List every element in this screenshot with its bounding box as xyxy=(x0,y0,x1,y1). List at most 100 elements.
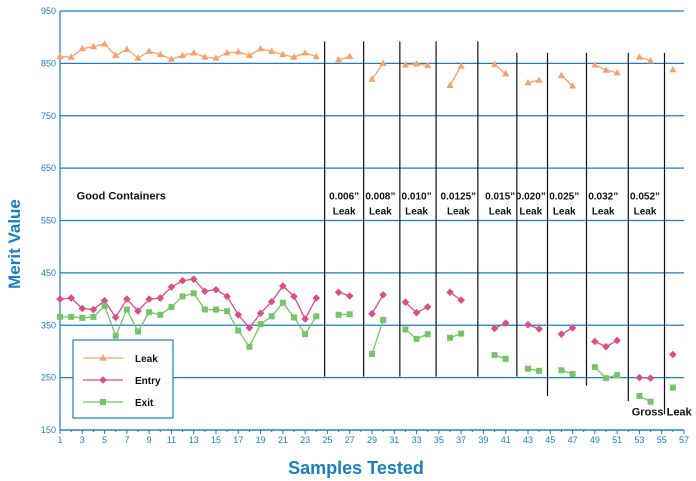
x-tick-label: 15 xyxy=(211,435,221,445)
data-point-entry xyxy=(212,285,220,294)
leak-size-label: 0.025” xyxy=(549,192,579,203)
data-point-leak xyxy=(123,45,131,52)
data-point-entry xyxy=(490,324,499,333)
data-point-leak xyxy=(602,66,610,73)
data-point-leak xyxy=(279,50,287,58)
data-point-exit xyxy=(369,351,375,358)
data-point-leak xyxy=(67,53,75,60)
x-axis-label: Samples Tested xyxy=(288,458,424,478)
data-point-exit xyxy=(380,317,387,324)
leak-sub-label: Leak xyxy=(369,207,392,218)
group-label: Good Containers xyxy=(77,191,166,203)
x-tick-label: 43 xyxy=(523,435,533,445)
data-point-entry xyxy=(591,337,599,346)
leak-size-label: 0.008” xyxy=(365,192,395,203)
leak-size-label: 0.0125” xyxy=(441,192,477,203)
x-tick-label: 45 xyxy=(545,435,555,445)
data-point-exit xyxy=(201,306,208,313)
data-point-entry xyxy=(78,304,87,313)
leak-size-label: 0.006” xyxy=(329,192,359,203)
legend-marker-exit xyxy=(100,399,106,405)
data-point-leak xyxy=(591,61,599,68)
data-point-exit xyxy=(558,367,565,374)
leak-sub-label: Leak xyxy=(519,207,542,218)
data-point-entry xyxy=(412,308,421,317)
data-point-entry xyxy=(457,296,465,304)
data-point-exit xyxy=(112,332,119,339)
data-point-exit xyxy=(213,306,219,313)
data-point-leak xyxy=(446,81,454,88)
legend-label-exit: Exit xyxy=(135,398,154,409)
data-point-entry xyxy=(245,324,254,332)
data-point-entry xyxy=(602,342,610,351)
series-layer xyxy=(56,40,677,405)
legend-label-entry: Entry xyxy=(135,376,161,387)
data-point-exit xyxy=(190,290,197,297)
x-tick-label: 7 xyxy=(124,435,129,445)
group-annotations: Good Containers 0.006” Leak 0.008” Leak 0.010… xyxy=(77,191,693,419)
data-point-entry xyxy=(301,315,309,323)
data-point-entry xyxy=(189,275,198,283)
data-point-leak xyxy=(457,62,465,69)
y-tick-label: 350 xyxy=(41,320,56,330)
data-point-leak xyxy=(490,60,499,68)
data-point-leak xyxy=(535,76,543,83)
x-tick-label: 21 xyxy=(278,435,288,445)
x-tick-label: 11 xyxy=(167,435,176,445)
data-point-leak xyxy=(78,44,86,52)
series-exit xyxy=(57,290,676,405)
data-point-leak xyxy=(156,50,164,58)
axes xyxy=(59,11,685,434)
data-point-exit xyxy=(669,384,676,391)
series-entry xyxy=(56,275,677,382)
x-tick-label: 3 xyxy=(80,435,85,445)
y-tick-label: 550 xyxy=(41,216,56,226)
data-point-entry xyxy=(524,320,532,329)
x-tick-label: 57 xyxy=(679,435,689,445)
data-point-entry xyxy=(368,309,376,318)
data-point-exit xyxy=(123,306,130,313)
data-point-exit xyxy=(135,328,141,335)
data-point-leak xyxy=(568,82,577,89)
leak-sub-label: Leak xyxy=(553,207,576,218)
data-point-leak xyxy=(646,56,655,64)
data-point-leak xyxy=(201,53,209,60)
y-tick-labels: 150 250 350 450 550 650 750 850 950 xyxy=(41,6,56,435)
data-point-entry xyxy=(223,292,231,301)
x-tick-label: 19 xyxy=(256,435,266,445)
data-point-entry xyxy=(334,288,343,297)
data-point-leak xyxy=(223,49,231,56)
x-tick-label: 31 xyxy=(389,435,399,445)
data-point-leak xyxy=(635,53,644,60)
x-tick-label: 33 xyxy=(412,435,422,445)
data-point-exit xyxy=(57,313,63,320)
data-point-entry xyxy=(312,294,321,302)
data-point-leak xyxy=(368,75,376,82)
data-point-exit xyxy=(335,311,342,318)
data-point-entry xyxy=(279,282,287,290)
data-point-leak xyxy=(56,52,64,60)
x-tick-label: 17 xyxy=(233,435,243,445)
data-point-exit xyxy=(614,372,621,379)
data-point-leak xyxy=(312,52,320,60)
data-point-exit xyxy=(257,321,264,328)
y-tick-label: 650 xyxy=(41,163,56,173)
y-tick-label: 750 xyxy=(41,111,56,121)
leak-sub-label: Leak xyxy=(592,207,615,218)
data-point-leak xyxy=(167,55,176,62)
x-tick-label: 5 xyxy=(102,435,107,445)
data-point-exit xyxy=(536,367,543,374)
data-point-entry xyxy=(167,283,176,291)
data-point-leak xyxy=(234,48,242,55)
x-tick-label: 29 xyxy=(367,435,377,445)
data-point-leak xyxy=(379,59,387,66)
x-tick-label: 49 xyxy=(590,435,600,445)
legend: Leak Entry Exit xyxy=(72,339,174,419)
data-point-leak xyxy=(502,70,510,77)
data-point-leak xyxy=(669,65,677,73)
data-point-entry xyxy=(646,374,655,382)
x-tick-label: 35 xyxy=(434,435,444,445)
legend-marker-leak xyxy=(99,354,107,361)
data-point-leak xyxy=(424,61,432,69)
data-point-entry xyxy=(123,295,131,303)
